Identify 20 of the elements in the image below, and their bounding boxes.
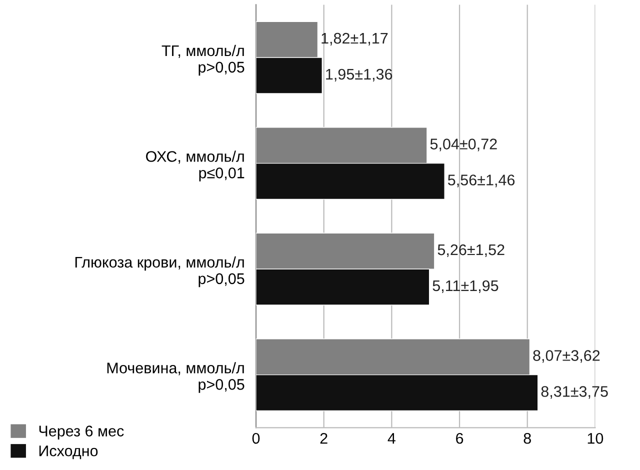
data-label: 5,56±1,46 xyxy=(448,174,515,188)
x-tick-label: 2 xyxy=(320,432,328,444)
data-label: 8,31±3,75 xyxy=(541,386,608,399)
y-tick-label: Мочевина, ммоль/л p>0,05 xyxy=(107,362,244,393)
legend-label: Исходно xyxy=(39,446,98,460)
y-tick-label: Глюкоза крови, ммоль/л p>0,05 xyxy=(75,256,244,288)
data-label: 1,95±1,36 xyxy=(326,68,392,82)
x-tick-label: 10 xyxy=(588,432,604,444)
data-label: 5,26±1,52 xyxy=(438,244,504,258)
data-label: 1,82±1,17 xyxy=(322,32,388,46)
legend-label: Через 6 мес xyxy=(39,426,124,440)
data-label: 5,11±1,95 xyxy=(432,280,498,293)
data-label: 8,07±3,62 xyxy=(533,350,600,363)
x-tick-label: 0 xyxy=(252,432,260,444)
x-tick-label: 8 xyxy=(524,432,531,444)
x-tick-label: 6 xyxy=(456,432,464,444)
data-label: 5,04±0,72 xyxy=(430,138,497,152)
y-tick-label: ТГ, ммоль/л p>0,05 xyxy=(162,44,244,76)
x-tick-label: 4 xyxy=(388,433,396,444)
y-tick-label: ОХС, ммоль/л p≤0,01 xyxy=(146,150,244,182)
